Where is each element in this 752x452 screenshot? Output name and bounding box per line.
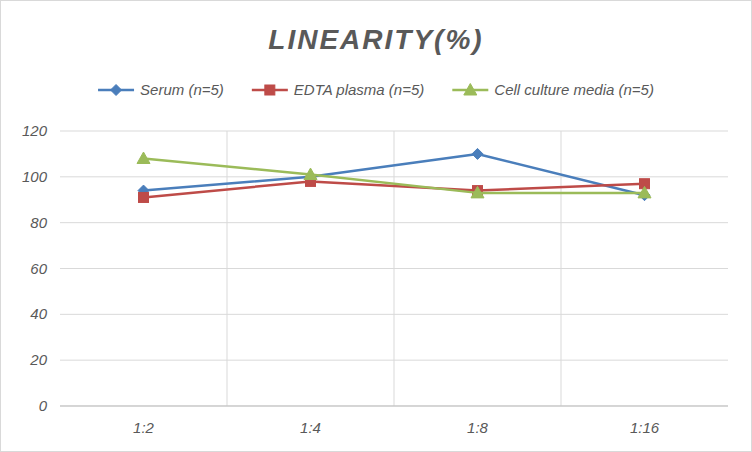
x-tick-label: 1:4 xyxy=(300,419,321,436)
marker xyxy=(304,168,317,180)
legend-marker xyxy=(111,85,122,96)
legend-marker xyxy=(464,84,477,96)
plot-area xyxy=(137,148,651,202)
y-tick-label: 20 xyxy=(29,351,47,368)
x-tick-label: 1:16 xyxy=(630,419,660,436)
legend: Serum (n=5) EDTA plasma (n=5) Cell culture… xyxy=(98,81,654,98)
marker xyxy=(638,186,651,198)
marker xyxy=(472,148,483,159)
y-tick-label: 100 xyxy=(22,168,48,185)
x-tick-label: 1:8 xyxy=(467,419,489,436)
series-line xyxy=(144,159,645,193)
x-tick-label: 1:2 xyxy=(133,419,155,436)
y-tick-label: 120 xyxy=(22,122,48,139)
x-axis xyxy=(60,406,728,407)
y-tick-label: 80 xyxy=(30,214,47,231)
marker xyxy=(471,186,484,198)
grid-line xyxy=(60,406,728,407)
y-tick-label: 0 xyxy=(39,397,48,414)
chart: LINEARITY(%) 0 20 40 60 80 100 120 1:2 1:4 1:8 1:16… xyxy=(0,0,752,452)
legend-marker xyxy=(265,85,275,95)
legend-label: EDTA plasma (n=5) xyxy=(294,81,424,98)
legend-label: Cell culture media (n=5) xyxy=(494,81,654,98)
legend-item: EDTA plasma (n=5) xyxy=(252,81,424,98)
legend-item: Serum (n=5) xyxy=(98,81,224,98)
y-tick-label: 40 xyxy=(30,305,47,322)
category-divider xyxy=(561,131,562,406)
background xyxy=(1,1,752,452)
series-line xyxy=(144,154,645,195)
legend-item: Cell culture media (n=5) xyxy=(452,81,654,98)
marker xyxy=(139,192,149,202)
legend-label: Serum (n=5) xyxy=(140,81,224,98)
category-divider xyxy=(227,131,228,406)
y-tick-label: 60 xyxy=(30,260,47,277)
title: LINEARITY(%) xyxy=(268,24,483,55)
category-divider xyxy=(394,131,395,406)
marker xyxy=(137,152,150,164)
